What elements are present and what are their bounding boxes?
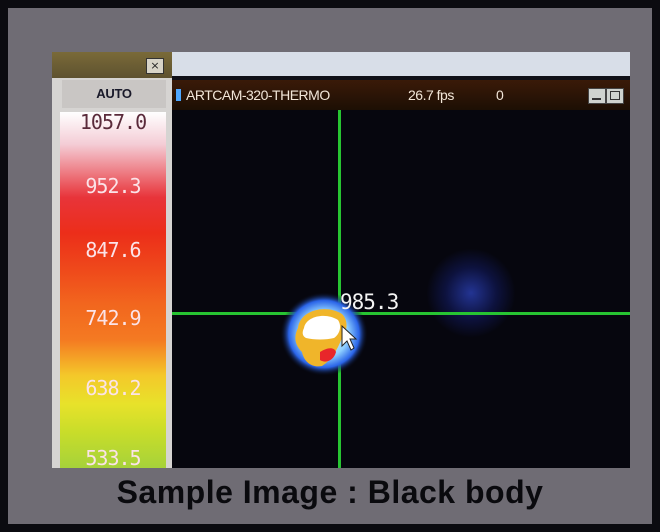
mouse-cursor-icon [341, 324, 358, 351]
scale-label-5: 638.2 [85, 376, 141, 400]
hotspot-red-zone [320, 348, 336, 362]
scale-label-1: 1057.0 [79, 110, 147, 134]
thermal-window-titlebar[interactable]: ARTCAM-320-THERMO 26.7 fps 0 [172, 80, 630, 110]
scale-label-3: 847.6 [85, 238, 141, 262]
fps-readout: 26.7 fps [408, 87, 454, 103]
app-icon [176, 89, 181, 101]
temperature-scale: 1057.0 952.3 847.6 742.9 638.2 533.5 [60, 110, 166, 468]
minimize-icon[interactable] [588, 88, 606, 104]
scale-label-4: 742.9 [85, 306, 141, 330]
palette-titlebar[interactable]: × [52, 52, 172, 78]
scale-label-6: 533.5 [85, 446, 141, 468]
screen-photo: × AUTO 1057.0 952.3 847.6 742.9 638.2 53… [52, 52, 630, 468]
crosshair-vertical[interactable] [338, 110, 341, 468]
presentation-frame: × AUTO 1057.0 952.3 847.6 742.9 638.2 53… [8, 8, 652, 524]
window-title: ARTCAM-320-THERMO [186, 87, 330, 103]
hotspot-blob [280, 292, 368, 376]
window-top-strip [172, 52, 630, 76]
frame-counter: 0 [496, 87, 504, 103]
auto-range-button[interactable]: AUTO [62, 80, 166, 108]
crosshair-temperature-readout: 985.3 [340, 290, 399, 314]
warm-glow-region [426, 248, 516, 338]
maximize-icon[interactable] [606, 88, 624, 104]
crosshair-horizontal[interactable] [172, 312, 630, 315]
caption: Sample Image : Black body [116, 474, 544, 510]
close-icon[interactable]: × [146, 58, 164, 74]
thermal-image-view[interactable]: 985.3 [172, 110, 630, 468]
scale-label-2: 952.3 [85, 174, 141, 198]
hotspot-core [302, 315, 341, 340]
